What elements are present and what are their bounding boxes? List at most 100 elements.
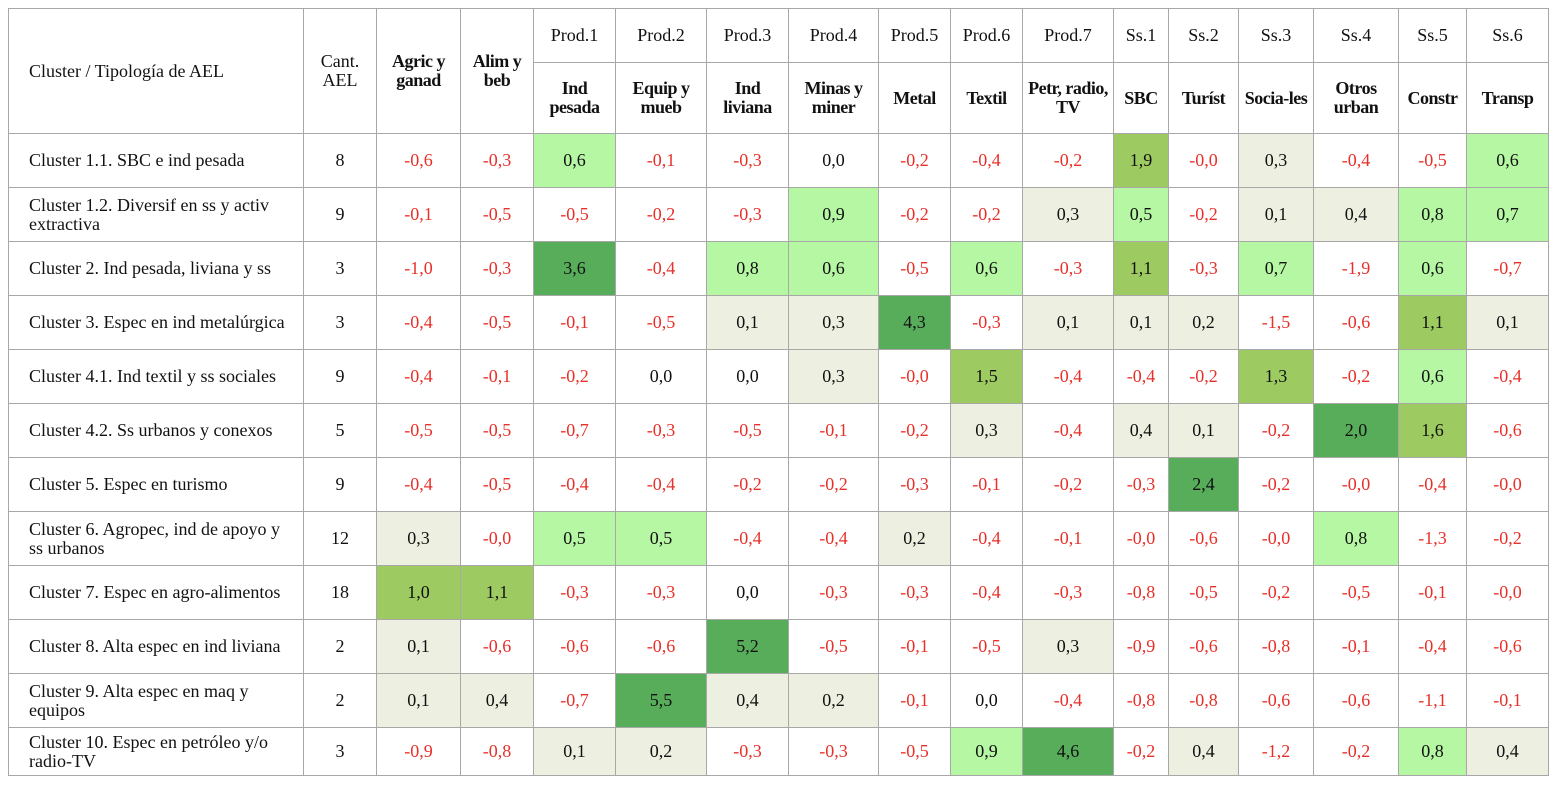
value-cell: -0,2 <box>533 349 616 404</box>
value-cell: -0,2 <box>1022 133 1114 188</box>
row-label: Cluster 3. Espec en ind metalúrgica <box>8 295 304 350</box>
value-cell: -0,2 <box>1168 187 1239 242</box>
value-cell: -0,6 <box>533 619 616 674</box>
value-cell: -0,8 <box>1238 619 1314 674</box>
value-cell: 0,5 <box>1113 187 1169 242</box>
column-code: Prod.6 <box>950 8 1023 63</box>
value-cell: -0,4 <box>533 457 616 512</box>
value-cell: 4,6 <box>1022 727 1114 776</box>
column-header: Ind pesada <box>533 62 616 134</box>
value-cell: 0,5 <box>533 511 616 566</box>
value-cell: -0,2 <box>878 187 951 242</box>
value-cell: -0,6 <box>1313 295 1399 350</box>
value-cell: 0,8 <box>706 241 789 296</box>
count-cell: 9 <box>303 349 377 404</box>
value-cell: 2,0 <box>1313 403 1399 458</box>
value-cell: 0,0 <box>788 133 879 188</box>
corner-header: Cluster / Tipología de AEL <box>8 8 304 134</box>
value-cell: -0,5 <box>878 727 951 776</box>
value-cell: -0,5 <box>533 187 616 242</box>
value-cell: 0,4 <box>706 673 789 728</box>
value-cell: 0,3 <box>1022 187 1114 242</box>
value-cell: -0,0 <box>460 511 534 566</box>
value-cell: 4,3 <box>878 295 951 350</box>
value-cell: -0,3 <box>1168 241 1239 296</box>
value-cell: -0,5 <box>706 403 789 458</box>
value-cell: -0,1 <box>878 673 951 728</box>
value-cell: -0,5 <box>1398 133 1467 188</box>
value-cell: 1,0 <box>376 565 461 620</box>
value-cell: -0,9 <box>1113 619 1169 674</box>
value-cell: -0,3 <box>878 457 951 512</box>
value-cell: -0,3 <box>1022 565 1114 620</box>
value-cell: -0,5 <box>460 457 534 512</box>
value-cell: -0,5 <box>376 403 461 458</box>
value-cell: 0,1 <box>1113 295 1169 350</box>
value-cell: 0,2 <box>788 673 879 728</box>
value-cell: -0,0 <box>1238 511 1314 566</box>
value-cell: -0,4 <box>376 349 461 404</box>
row-label: Cluster 8. Alta espec en ind liviana <box>8 619 304 674</box>
value-cell: -0,1 <box>376 187 461 242</box>
value-cell: -0,0 <box>1466 457 1549 512</box>
value-cell: 0,8 <box>1398 187 1467 242</box>
column-code: Prod.2 <box>615 8 707 63</box>
cluster-table: Cluster / Tipología de AEL Cant. AEL Agr… <box>8 8 1549 776</box>
count-cell: 3 <box>303 727 377 776</box>
row-label: Cluster 1.2. Diversif en ss y activ extr… <box>8 187 304 242</box>
value-cell: 0,1 <box>533 727 616 776</box>
value-cell: -0,6 <box>1238 673 1314 728</box>
column-code: Prod.5 <box>878 8 951 63</box>
value-cell: -1,3 <box>1398 511 1467 566</box>
value-cell: 0,6 <box>1466 133 1549 188</box>
value-cell: -0,5 <box>950 619 1023 674</box>
column-code: Ss.3 <box>1238 8 1314 63</box>
value-cell: -0,3 <box>1113 457 1169 512</box>
value-cell: 2,4 <box>1168 457 1239 512</box>
value-cell: -0,6 <box>376 133 461 188</box>
value-cell: -0,4 <box>1022 403 1114 458</box>
column-code: Ss.6 <box>1466 8 1549 63</box>
value-cell: -1,2 <box>1238 727 1314 776</box>
value-cell: -0,6 <box>1466 619 1549 674</box>
value-cell: -0,1 <box>950 457 1023 512</box>
value-cell: -1,1 <box>1398 673 1467 728</box>
row-label: Cluster 2. Ind pesada, liviana y ss <box>8 241 304 296</box>
value-cell: -0,2 <box>1238 403 1314 458</box>
value-cell: 0,3 <box>788 295 879 350</box>
column-header: Transp <box>1466 62 1549 134</box>
count-cell: 5 <box>303 403 377 458</box>
column-header: Ind liviana <box>706 62 789 134</box>
value-cell: -0,3 <box>615 565 707 620</box>
value-cell: -0,5 <box>460 295 534 350</box>
value-cell: -0,4 <box>950 511 1023 566</box>
value-cell: -0,0 <box>1168 133 1239 188</box>
value-cell: -0,2 <box>1313 349 1399 404</box>
value-cell: -0,5 <box>460 403 534 458</box>
value-cell: -1,5 <box>1238 295 1314 350</box>
value-cell: 0,1 <box>1466 295 1549 350</box>
value-cell: -0,4 <box>376 295 461 350</box>
row-label: Cluster 1.1. SBC e ind pesada <box>8 133 304 188</box>
value-cell: -0,4 <box>615 457 707 512</box>
value-cell: 0,4 <box>1168 727 1239 776</box>
value-cell: -0,3 <box>615 403 707 458</box>
value-cell: -0,4 <box>615 241 707 296</box>
value-cell: -0,4 <box>1398 619 1467 674</box>
table-row: Cluster 9. Alta espec en maq y equipos 2 0… <box>8 673 1549 728</box>
column-header: Textil <box>950 62 1023 134</box>
table-row: Cluster 1.1. SBC e ind pesada 8 -0,6 -0,3 0,… <box>8 133 1549 188</box>
count-header: Cant. AEL <box>303 8 377 134</box>
value-cell: -0,0 <box>1113 511 1169 566</box>
table-row: Cluster 3. Espec en ind metalúrgica 3 -0,4… <box>8 295 1549 350</box>
value-cell: 1,3 <box>1238 349 1314 404</box>
column-code: Prod.3 <box>706 8 789 63</box>
row-label: Cluster 4.2. Ss urbanos y conexos <box>8 403 304 458</box>
value-cell: -0,4 <box>1313 133 1399 188</box>
value-cell: -0,2 <box>950 187 1023 242</box>
count-cell: 9 <box>303 187 377 242</box>
value-cell: -0,6 <box>1466 403 1549 458</box>
value-cell: 0,6 <box>1398 349 1467 404</box>
value-cell: -0,4 <box>706 511 789 566</box>
